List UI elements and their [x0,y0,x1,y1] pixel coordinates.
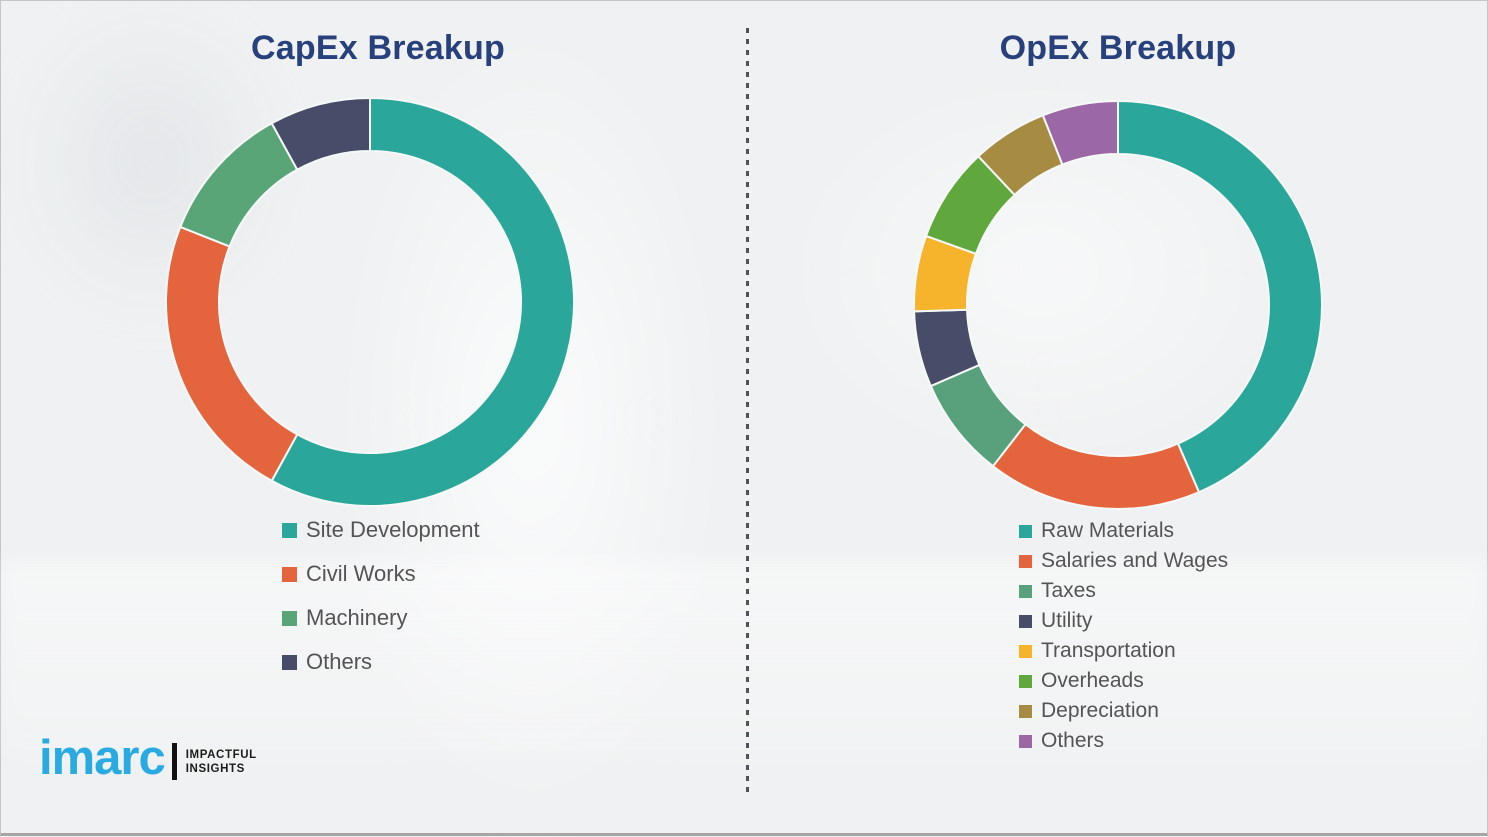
legend-item-raw-materials: Raw Materials [1019,516,1228,546]
donut-segment-raw-materials [1117,100,1323,494]
vertical-dashed-divider [746,28,749,794]
legend-item-salaries-and-wages: Salaries and Wages [1019,546,1228,576]
legend-item-transportation: Transportation [1019,636,1228,666]
donut-segment-machinery [179,122,299,248]
logo-tagline-line2: INSIGHTS [185,762,245,775]
legend-swatch [1019,704,1032,718]
legend-item-depreciation: Depreciation [1019,696,1228,726]
legend-swatch [282,522,297,538]
opex-donut-chart [913,100,1323,510]
legend-label: Utility [1041,609,1093,632]
legend-label: Raw Materials [1041,519,1175,542]
legend-label: Overheads [1041,669,1144,692]
capex-legend: Site Development Civil Works Machinery O… [282,508,480,684]
legend-swatch [1019,674,1032,688]
legend-swatch [1019,614,1032,628]
legend-item-civil-works: Civil Works [282,552,480,596]
legend-label: Machinery [306,605,408,630]
legend-label: Others [1041,729,1105,752]
legend-label: Salaries and Wages [1041,549,1229,572]
background-texture [1,561,1488,761]
donut-segment-civil-works [165,225,299,482]
legend-swatch [1019,584,1032,598]
legend-item-taxes: Taxes [1019,576,1228,606]
opex-chart-title: OpEx Breakup [999,29,1237,67]
imarc-logo: imarc IMPACTFUL INSIGHTS [39,734,257,789]
donut-segment-salaries-and-wages [991,423,1201,510]
legend-item-overheads: Overheads [1019,666,1228,696]
logo-divider-bar [171,743,177,780]
legend-item-site-development: Site Development [282,508,480,552]
imarc-logo-wordmark: imarc [39,731,166,785]
legend-label: Civil Works [306,561,416,586]
legend-label: Taxes [1041,579,1096,602]
legend-item-utility: Utility [1019,606,1228,636]
capex-chart-title: CapEx Breakup [251,29,505,67]
logo-tagline-line1: IMPACTFUL [185,748,257,761]
legend-item-others: Others [282,640,480,684]
legend-item-others: Others [1019,726,1228,756]
legend-swatch [1019,734,1032,748]
opex-legend: Raw Materials Salaries and Wages Taxes U… [1019,516,1228,756]
legend-label: Depreciation [1041,699,1159,722]
legend-swatch [1019,644,1032,658]
legend-label: Site Development [306,517,480,542]
capex-donut-chart [165,97,575,507]
legend-label: Others [306,649,373,674]
donut-segment-others [1041,100,1119,166]
legend-swatch [282,654,297,670]
legend-swatch [1019,554,1032,568]
legend-item-machinery: Machinery [282,596,480,640]
legend-swatch [1019,524,1032,538]
logo-tagline: IMPACTFUL INSIGHTS [186,748,257,776]
legend-swatch [282,610,297,626]
donut-segment-site-development [270,97,575,507]
donut-segment-others [270,97,371,171]
legend-swatch [282,566,297,582]
legend-label: Transportation [1041,639,1176,662]
